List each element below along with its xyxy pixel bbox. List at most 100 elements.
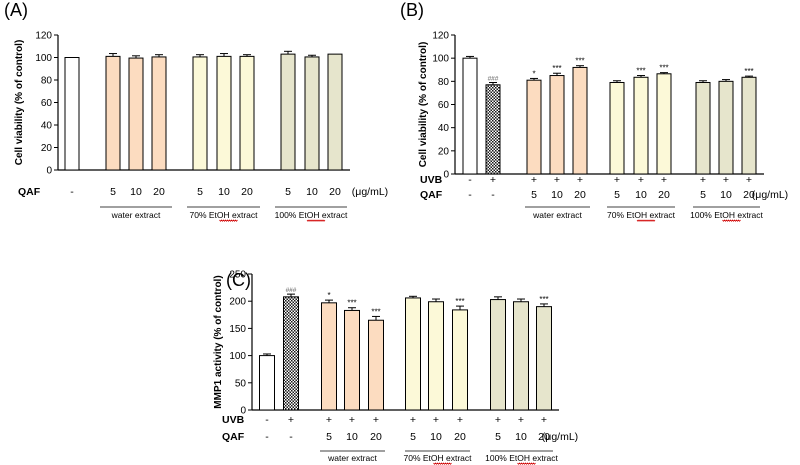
- group-label: 100% EtOH extract: [275, 210, 348, 220]
- condition-cell: 20: [538, 431, 550, 443]
- y-axis-title: Cell viability (% of control): [418, 42, 429, 168]
- group-label: water extract: [111, 210, 161, 220]
- significance-hash-label: ###: [488, 75, 499, 82]
- condition-cell: 20: [454, 431, 466, 443]
- bar: [283, 296, 299, 411]
- significance-star-label: ***: [575, 57, 584, 66]
- bar: [321, 302, 337, 411]
- row-label-qaf: QAF: [18, 186, 41, 198]
- spellcheck-underline: [722, 219, 741, 222]
- y-axis-title: Cell viability (% of control): [14, 40, 25, 166]
- significance-star-label: *: [327, 291, 330, 300]
- bar: [64, 57, 80, 171]
- condition-cell: 5: [531, 189, 537, 201]
- row-label-qaf: QAF: [420, 189, 443, 201]
- condition-cell: 20: [370, 431, 382, 443]
- panel-label: (C): [226, 270, 251, 290]
- bar: [368, 319, 384, 411]
- y-tick-label: 60: [438, 100, 450, 111]
- bar: [718, 80, 734, 175]
- condition-cell: +: [349, 414, 355, 426]
- condition-cell: +: [531, 174, 537, 186]
- condition-cell: 10: [346, 431, 358, 443]
- bar: [344, 309, 360, 411]
- condition-cell: -: [265, 431, 269, 443]
- condition-cell: 20: [241, 186, 253, 198]
- bar: [192, 56, 208, 171]
- spellcheck-underline: [636, 219, 656, 222]
- condition-cell: +: [577, 174, 583, 186]
- condition-cell: +: [518, 414, 524, 426]
- condition-cell: +: [746, 174, 752, 186]
- y-tick-label: 20: [438, 146, 450, 157]
- condition-cell: 5: [410, 431, 416, 443]
- condition-cell: 5: [700, 189, 706, 201]
- significance-star-label: ***: [347, 299, 356, 308]
- y-tick-label: 200: [229, 297, 246, 308]
- condition-cell: +: [433, 414, 439, 426]
- group-label: 70% EtOH extract: [189, 210, 258, 220]
- condition-cell: +: [614, 174, 620, 186]
- condition-cell: 20: [658, 189, 670, 201]
- condition-cell: 10: [130, 186, 142, 198]
- condition-cell: 5: [285, 186, 291, 198]
- bar: [485, 84, 501, 175]
- condition-cell: -: [70, 186, 74, 198]
- bar: [151, 56, 167, 171]
- condition-cell: 20: [574, 189, 586, 201]
- condition-cell: -: [265, 414, 269, 426]
- condition-cell: +: [700, 174, 706, 186]
- bar: [280, 53, 296, 171]
- y-tick-label: 250: [229, 270, 246, 281]
- bar: [513, 301, 529, 411]
- y-tick-label: 150: [229, 324, 246, 335]
- bar: [405, 297, 421, 411]
- bar: [572, 66, 588, 175]
- y-tick-label: 0: [46, 166, 52, 177]
- condition-cell: +: [495, 414, 501, 426]
- condition-cell: 10: [515, 431, 527, 443]
- significance-star-label: ***: [744, 67, 753, 76]
- concentration-unit: (μg/mL): [752, 189, 788, 201]
- bar: [128, 57, 144, 171]
- condition-cell: +: [373, 414, 379, 426]
- significance-star-label: ***: [455, 297, 464, 306]
- y-axis-title: MMP1 activity (% of control): [213, 275, 224, 408]
- y-tick-label: 40: [438, 123, 450, 134]
- condition-cell: 10: [218, 186, 230, 198]
- bar: [526, 79, 542, 175]
- bar: [239, 55, 255, 171]
- condition-cell: +: [723, 174, 729, 186]
- condition-cell: -: [468, 189, 472, 201]
- bar: [536, 306, 552, 411]
- condition-cell: 5: [495, 431, 501, 443]
- bar: [609, 81, 625, 175]
- group-label: 100% EtOH extract: [690, 210, 763, 220]
- condition-cell: -: [289, 431, 293, 443]
- row-label-uvb: UVB: [420, 174, 443, 186]
- condition-cell: 10: [551, 189, 563, 201]
- bar: [428, 301, 444, 411]
- spellcheck-underline: [433, 462, 452, 465]
- condition-cell: +: [288, 414, 294, 426]
- bar: [633, 76, 649, 175]
- y-tick-label: 100: [35, 53, 52, 64]
- condition-cell: -: [468, 174, 472, 186]
- spellcheck-underline: [219, 219, 238, 222]
- y-tick-label: 50: [235, 378, 247, 389]
- bar: [695, 81, 711, 175]
- group-label: 100% EtOH extract: [485, 453, 558, 463]
- spellcheck-underline: [517, 462, 536, 465]
- significance-star-label: ***: [371, 307, 380, 316]
- condition-cell: +: [541, 414, 547, 426]
- y-tick-label: 100: [229, 351, 246, 362]
- significance-star-label: ***: [539, 295, 548, 304]
- significance-hash-label: ###: [286, 287, 297, 294]
- panel-label: (A): [4, 0, 28, 20]
- condition-cell: 20: [329, 186, 341, 198]
- y-tick-label: 120: [432, 31, 449, 42]
- y-tick-label: 100: [432, 54, 449, 65]
- spellcheck-underline: [306, 219, 326, 222]
- condition-cell: 20: [743, 189, 755, 201]
